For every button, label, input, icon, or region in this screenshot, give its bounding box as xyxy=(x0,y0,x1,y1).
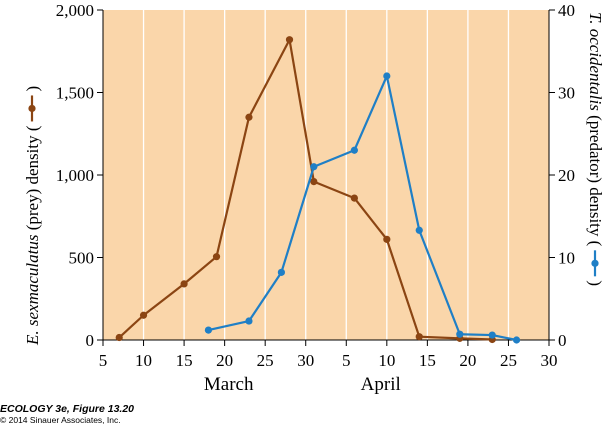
prey-data-point xyxy=(115,333,123,342)
legend-close-paren: ) xyxy=(23,86,42,92)
predator-data-point xyxy=(383,72,391,80)
prey-data-point xyxy=(139,311,148,319)
left-tick-label: 500 xyxy=(69,249,95,268)
x-tick-label: 30 xyxy=(297,351,314,370)
right-axis-title: T. occidentalis (predator) density ( xyxy=(586,12,605,247)
x-tick-label: 10 xyxy=(378,351,395,370)
labels-layer: 0 500 1,000 1,500 2,000 0 10 20 30 40 5 10 15 20 25 30 5… xyxy=(56,1,575,395)
series-layer xyxy=(115,36,521,344)
prey-data-point xyxy=(383,235,391,243)
prey-data-point xyxy=(415,333,423,341)
predator-data-point xyxy=(245,317,253,325)
month-label: March xyxy=(204,374,254,395)
legend-close-paren: ) xyxy=(586,280,605,286)
x-tick-label: 5 xyxy=(342,351,351,370)
prey-data-point xyxy=(350,194,358,202)
prey-data-point xyxy=(212,253,221,261)
month-label: April xyxy=(361,374,401,395)
left-tick-label: 1,500 xyxy=(56,84,94,103)
right-tick-label: 30 xyxy=(558,84,575,103)
x-tick-label: 20 xyxy=(459,351,476,370)
predator-data-point xyxy=(456,330,464,338)
axes xyxy=(97,9,555,346)
predator-data-point xyxy=(350,146,358,154)
right-tick-label: 20 xyxy=(558,166,575,185)
predator-data-point xyxy=(277,268,285,276)
right-axis-legend-marker: ) xyxy=(586,250,605,286)
prey-data-point xyxy=(180,280,188,288)
prey-data-point xyxy=(310,178,318,186)
x-tick-label: 25 xyxy=(500,351,517,370)
left-tick-label: 2,000 xyxy=(56,1,94,20)
x-tick-label: 10 xyxy=(135,351,152,370)
x-tick-label: 20 xyxy=(216,351,233,370)
right-tick-label: 0 xyxy=(558,331,567,350)
predator-series-line xyxy=(208,74,517,342)
legend-dot xyxy=(591,259,599,267)
left-tick-label: 0 xyxy=(86,331,95,350)
x-tick-label: 5 xyxy=(99,351,108,370)
predator-data-point xyxy=(415,226,423,234)
x-tick-label: 30 xyxy=(541,351,558,370)
right-tick-label: 40 xyxy=(558,1,575,20)
x-tick-label: 15 xyxy=(419,351,436,370)
x-tick-label: 25 xyxy=(257,351,274,370)
figure-caption-copyright: © 2014 Sinauer Associates, Inc. xyxy=(0,415,121,425)
predator-data-point xyxy=(512,336,521,344)
figure-caption-title: ECOLOGY 3e, Figure 13.20 xyxy=(0,403,134,415)
left-axis-legend-marker: ) xyxy=(23,86,42,122)
left-axis-title: E. sexmaculatus (prey) density ( xyxy=(23,125,42,346)
x-tick-label: 15 xyxy=(176,351,193,370)
right-tick-label: 10 xyxy=(558,249,575,268)
prey-data-point xyxy=(285,36,294,44)
legend-dot xyxy=(28,104,36,113)
plot-background xyxy=(103,10,549,340)
prey-data-point xyxy=(245,113,253,121)
gridlines xyxy=(142,10,510,340)
left-tick-label: 1,000 xyxy=(56,166,94,185)
predator-data-point xyxy=(310,163,318,171)
prey-series-line xyxy=(118,38,493,341)
predator-data-point xyxy=(204,326,213,334)
predator-data-point xyxy=(488,331,496,339)
